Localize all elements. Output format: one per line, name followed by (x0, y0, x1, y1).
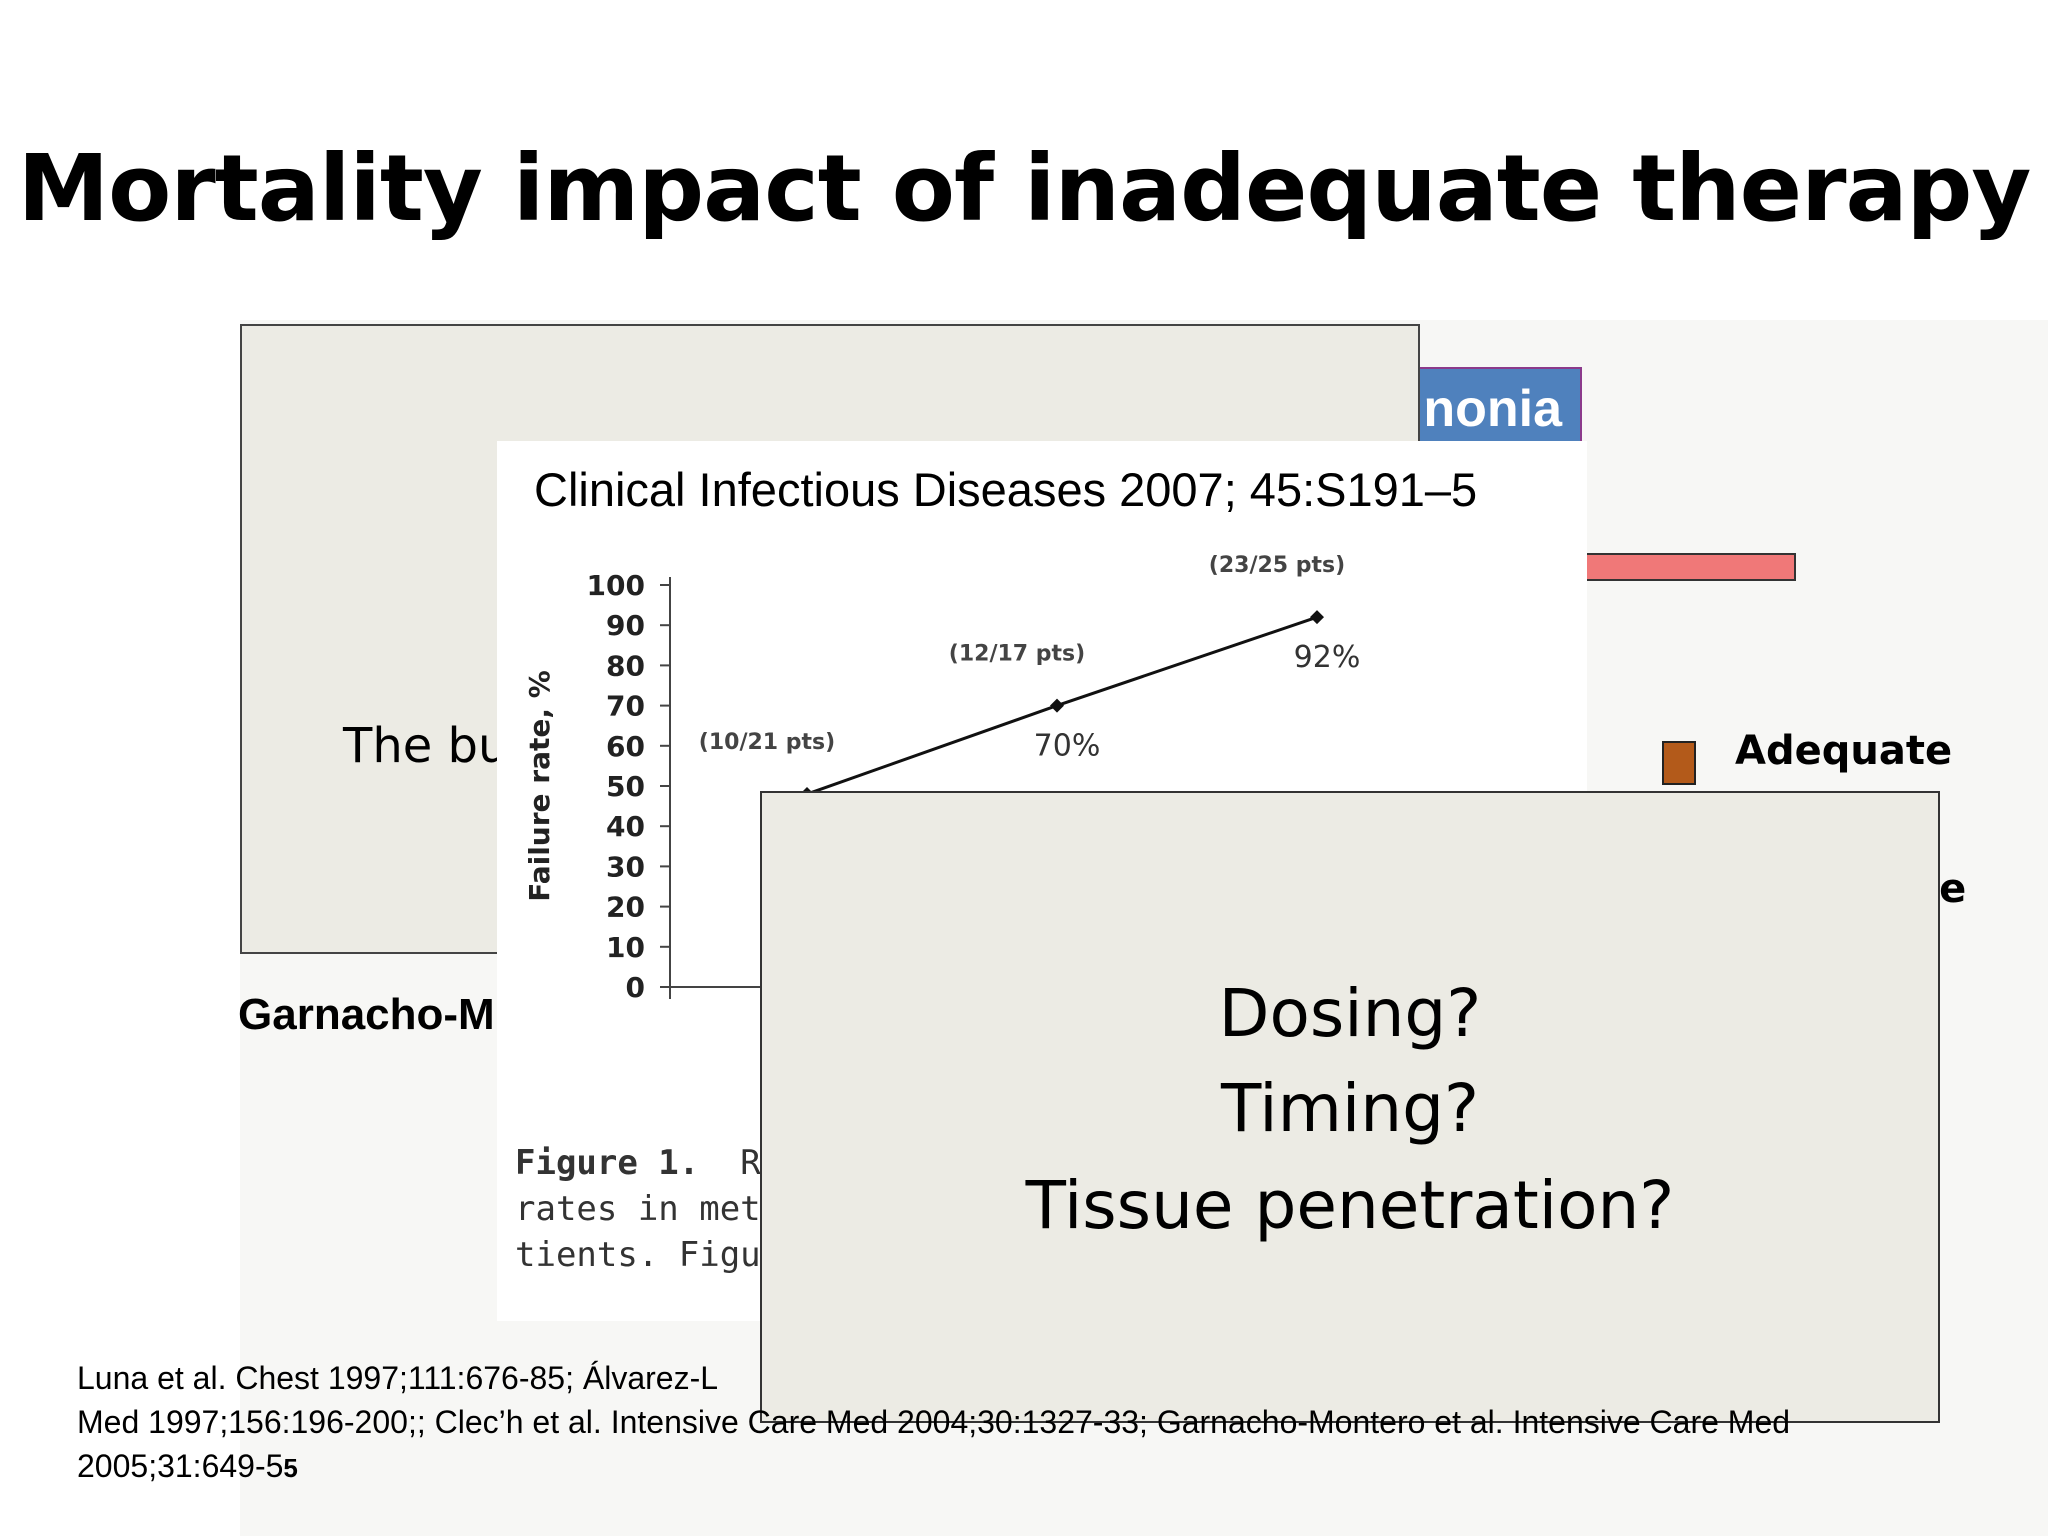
y-tick-label: 60 (606, 730, 645, 763)
point-annotation: (12/17 pts) (949, 642, 1085, 667)
point-annotation: (23/25 pts) (1209, 553, 1345, 578)
y-tick-label: 100 (587, 569, 645, 602)
y-tick-label: 30 (606, 850, 645, 883)
y-tick-label: 20 (606, 891, 645, 924)
slide-title: Mortality impact of inadequate therapy (17, 135, 2032, 242)
data-label: 92% (1294, 640, 1361, 675)
data-label: 70% (1034, 729, 1101, 764)
references: Luna et al. Chest 1997;111:676-85; Álvar… (77, 1356, 1977, 1490)
reference-line-3: 2005;31:649-55 (77, 1448, 298, 1484)
data-point (1310, 610, 1324, 625)
y-tick-label: 0 (626, 971, 645, 1004)
y-tick-label: 90 (606, 609, 645, 642)
question-timing: Timing? (1220, 1070, 1479, 1147)
reference-line-2: Med 1997;156:196-200;; Clec’h et al. Int… (77, 1404, 1791, 1440)
citation-label: Garnacho-M (238, 990, 495, 1039)
point-annotation: (10/21 pts) (699, 730, 835, 755)
y-tick-label: 50 (606, 770, 645, 803)
question-box (760, 791, 1940, 1423)
y-axis-label: Failure rate, % (523, 670, 556, 902)
chart-source: Clinical Infectious Diseases 2007; 45:S1… (534, 463, 1478, 516)
y-tick-label: 10 (606, 931, 645, 964)
data-point (1050, 698, 1064, 713)
y-tick-label: 40 (606, 810, 645, 843)
question-tissue-penetration: Tissue penetration? (1025, 1167, 1675, 1244)
legend-label-adequate: Adequate (1735, 728, 1953, 774)
y-tick-label: 70 (606, 690, 645, 723)
reference-line-1: Luna et al. Chest 1997;111:676-85; Álvar… (77, 1360, 719, 1396)
y-tick-label: 80 (606, 649, 645, 682)
figure-label: Figure 1. (515, 1143, 700, 1183)
legend-swatch-adequate (1662, 741, 1696, 785)
panel-text: The bu (343, 718, 509, 774)
question-dosing: Dosing? (1218, 975, 1482, 1052)
